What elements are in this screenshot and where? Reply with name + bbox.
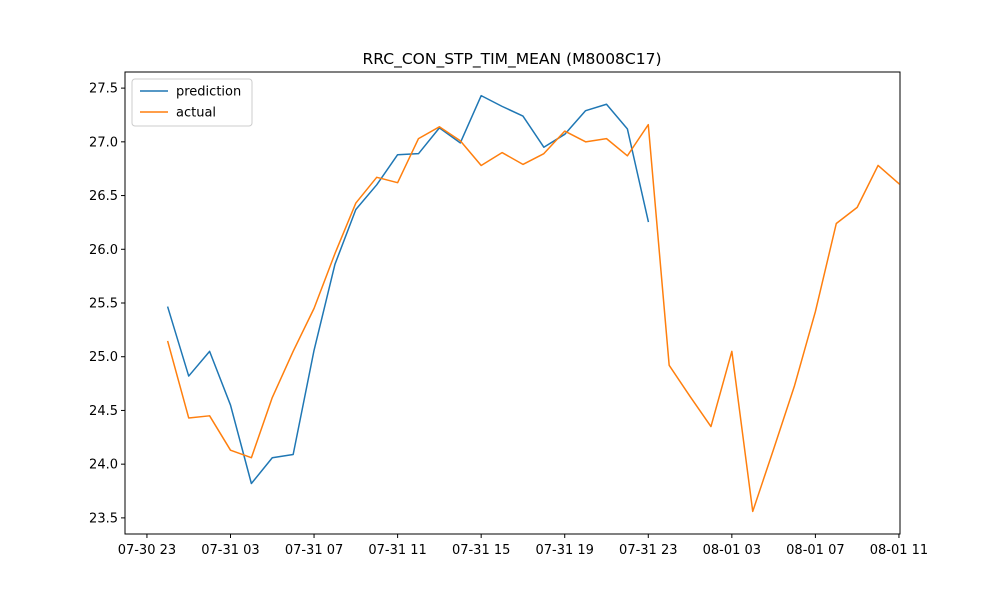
x-tick-label: 07-31 23 [619, 543, 677, 558]
series-line-actual [166, 123, 901, 513]
x-tick-label: 07-31 19 [535, 543, 593, 558]
y-tick-label: 27.0 [89, 135, 118, 150]
x-tick-label: 08-01 11 [870, 543, 928, 558]
chart-title: RRC_CON_STP_TIM_MEAN (M8008C17) [362, 50, 661, 69]
y-tick-label: 26.0 [89, 243, 118, 258]
x-axis: 07-30 23 07-31 03 07-31 07 07-31 11 07-31 15… [118, 534, 928, 558]
y-tick-label: 24.5 [89, 404, 118, 419]
y-tick-label: 26.5 [89, 189, 118, 204]
y-tick-label: 24.0 [89, 458, 118, 473]
y-tick-label: 25.5 [89, 297, 118, 312]
series-line-prediction [166, 94, 650, 485]
x-tick-label: 07-31 07 [285, 543, 343, 558]
x-tick-label: 07-31 15 [452, 543, 510, 558]
series-layer [166, 94, 901, 513]
y-axis: 23.5 24.0 24.5 25.0 25.5 26.0 26.5 27.0 27.5 [89, 82, 125, 526]
x-tick-label: 08-01 07 [786, 543, 844, 558]
y-tick-label: 27.5 [89, 82, 118, 97]
legend-label-actual: actual [176, 106, 216, 121]
x-tick-label: 07-31 03 [201, 543, 259, 558]
x-tick-label: 07-31 11 [368, 543, 426, 558]
y-tick-label: 25.0 [89, 350, 118, 365]
legend-label-prediction: prediction [176, 85, 241, 100]
legend: prediction actual [131, 78, 253, 127]
x-tick-label: 08-01 03 [703, 543, 761, 558]
y-tick-label: 23.5 [89, 511, 118, 526]
x-tick-label: 07-30 23 [118, 543, 176, 558]
